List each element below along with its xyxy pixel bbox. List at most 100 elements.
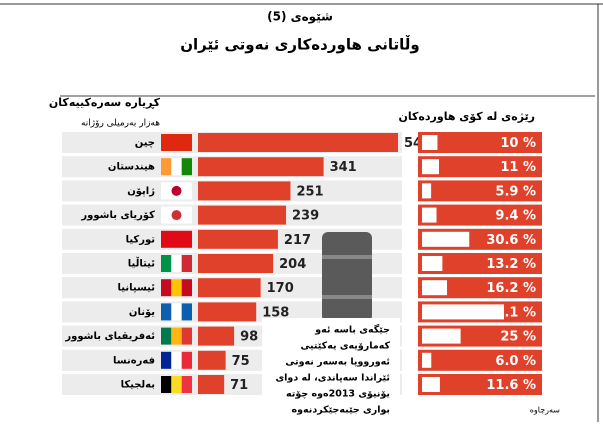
flag: [161, 255, 172, 272]
percent-bar: [422, 159, 439, 175]
flag: [171, 279, 182, 297]
flag: [171, 185, 182, 196]
flag: [171, 351, 182, 369]
value-label: 13.2 %: [486, 257, 536, 272]
bar: [198, 302, 257, 322]
percent-box: [418, 374, 542, 395]
value-label: 10 %: [500, 136, 536, 151]
category-label: فەرەنسا: [113, 355, 155, 366]
flag: [181, 303, 192, 321]
category-label: ئیسپانیا: [118, 283, 155, 294]
percent-bar: [422, 328, 461, 344]
category-label: هیندستان: [108, 162, 155, 173]
bar: [198, 205, 287, 225]
value-label: 11.6 %: [486, 378, 536, 393]
value-label: 9.4 %: [495, 209, 536, 224]
source: سەرچاوە: [530, 406, 561, 415]
percent-box: [418, 180, 542, 202]
percent-bar: [422, 377, 440, 392]
value-label: 5.9 %: [495, 184, 536, 199]
percent-bar: [422, 352, 432, 368]
value-label: 71: [230, 378, 248, 393]
value-label: 217: [284, 233, 311, 248]
note-line: جێگەی باسە ئەو: [314, 324, 390, 336]
flag: [161, 230, 192, 248]
category-label: ژاپۆن: [127, 186, 155, 197]
flag: [161, 376, 172, 393]
flag: [181, 279, 192, 297]
category-label: یۆنان: [129, 307, 155, 318]
bar: [198, 254, 274, 273]
note-line: ئێراندا سەپاندی، لە دوای: [275, 373, 390, 384]
percent-bar: [422, 304, 504, 320]
bar: [198, 157, 324, 177]
flag: [171, 327, 182, 345]
percent-bar: [422, 280, 448, 296]
note-line: کەمارۆیەی یەکێتیی: [300, 341, 390, 352]
percent-box: [418, 349, 542, 371]
bar: [198, 181, 291, 201]
value-label: 16.2 %: [486, 281, 536, 296]
value-label: 204: [279, 257, 306, 272]
percent-bar: [422, 231, 470, 247]
category-label: تورکیا: [126, 234, 156, 245]
category-label: بەلجیکا: [121, 380, 155, 391]
category-label: کۆریای باشوور: [80, 210, 155, 221]
unit-label: هەزار بەرمیلی رۆژانە: [81, 119, 160, 129]
percent-box: [418, 156, 542, 178]
flag: [171, 158, 182, 176]
flag: [161, 327, 172, 345]
note-line: ئەورووپا بەسەر نەوتی: [285, 357, 390, 368]
flag: [171, 376, 182, 393]
bar: [198, 375, 225, 394]
value-label: 158: [262, 305, 289, 320]
percent-box: [418, 132, 542, 153]
value-label: 25 %: [500, 330, 536, 345]
value-label: 30.6 %: [486, 233, 536, 248]
category-label: ئەفریقیای باشوور: [64, 331, 155, 342]
value-label: 170: [267, 281, 294, 296]
percent-bar: [422, 135, 438, 150]
axis-title: کڕیارە سەرەکییەکان: [49, 96, 161, 109]
flag: [181, 376, 192, 393]
flag: [161, 158, 172, 176]
barrel: [322, 232, 372, 322]
percent-box: [418, 277, 542, 299]
flag: [181, 158, 192, 176]
bar: [198, 350, 226, 370]
flag: [161, 303, 172, 321]
category-label: ئیتاڵیا: [128, 257, 155, 270]
flag: [181, 327, 192, 345]
flag: [171, 303, 182, 321]
flag: [161, 279, 172, 297]
note-box: [262, 318, 400, 416]
percent-bar: [422, 207, 437, 223]
flag: [181, 255, 192, 272]
note-line: یۆنیۆی 2013ەوە چۆتە: [286, 389, 390, 400]
flag: [161, 134, 192, 151]
flag: [171, 255, 182, 272]
percent-bar: [422, 256, 443, 271]
value-label: 53.1 %: [486, 305, 536, 320]
value-label: 341: [330, 160, 357, 175]
value-label: 251: [296, 184, 323, 199]
value-label: 98: [240, 330, 258, 345]
note-line: بواری جێبەجێکردنەوە: [291, 405, 390, 416]
bar: [198, 229, 278, 249]
percent-bar: [422, 183, 432, 199]
value-label: 11 %: [500, 160, 536, 175]
value-label: 239: [292, 209, 319, 224]
flag: [161, 351, 172, 369]
bar: [198, 326, 235, 346]
bar: [198, 133, 398, 152]
value-label: 6.0 %: [495, 354, 536, 369]
chart-title: وڵاتانی هاوردەکاری نەوتی ئێران: [180, 35, 420, 54]
value-label: 75: [232, 354, 250, 369]
percent-box: [418, 253, 542, 274]
flag: [181, 351, 192, 369]
percent-title: رێژەی لە کۆی هاوردەکان: [398, 110, 535, 123]
percent-box: [418, 204, 542, 226]
category-label: چین: [135, 138, 155, 149]
